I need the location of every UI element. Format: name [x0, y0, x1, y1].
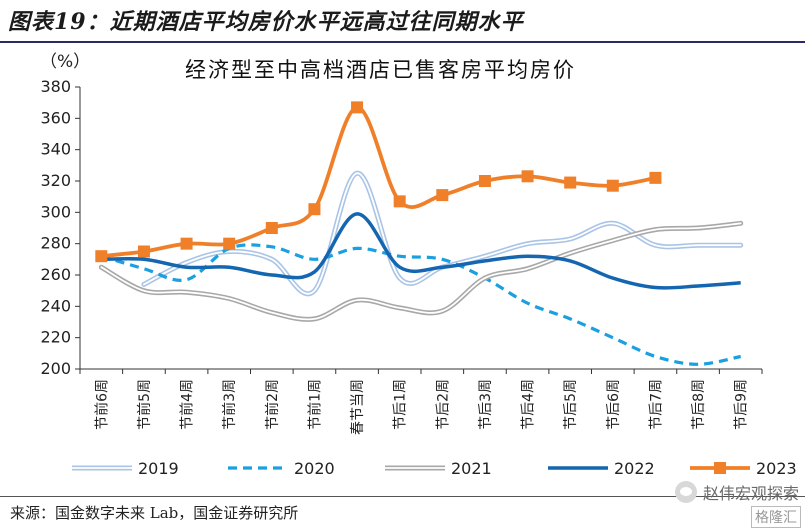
series-2023-marker: [351, 101, 364, 114]
y-tick-label: 320: [40, 171, 71, 190]
source-note: 来源：国金数字未来 Lab，国金证券研究所: [10, 504, 299, 522]
series-2022-line: [101, 212, 741, 290]
series-2023-marker: [649, 171, 662, 184]
x-tick-label: 节前6周: [93, 379, 110, 430]
watermark-secondary: 格隆汇: [751, 506, 801, 528]
footer-rule: [0, 496, 805, 497]
y-tick-label: 260: [40, 265, 71, 284]
series-2023-marker: [180, 237, 193, 250]
x-tick-label: 节前1周: [306, 379, 323, 430]
legend-2023-swatch-marker: [714, 462, 726, 474]
series-2023-marker: [308, 203, 321, 216]
x-tick-label: 节后7周: [648, 379, 664, 430]
series-2020-line: [100, 243, 742, 366]
x-tick-label: 节前3周: [221, 379, 238, 430]
y-tick-label: 300: [40, 202, 71, 221]
figure-title: 图表19：近期酒店平均房价水平远高过往同期水平: [8, 9, 524, 35]
series-2023-marker: [606, 179, 619, 192]
series-2023-marker: [393, 195, 406, 208]
legend-2023-label: 2023: [756, 459, 797, 478]
y-tick-label: 220: [40, 328, 71, 347]
title-rule: [0, 41, 805, 43]
x-tick-label: 节后3周: [478, 379, 494, 430]
watermark-text: 赵伟宏观探索: [702, 484, 799, 503]
series-2023-marker: [436, 189, 449, 202]
legend-2022-label: 2022: [614, 459, 655, 478]
series-2023-line: [101, 105, 656, 259]
x-tick-label: 节前5周: [136, 379, 153, 430]
y-tick-label: 340: [40, 140, 71, 159]
wechat-icon: [674, 481, 697, 503]
y-tick-label: 360: [40, 108, 71, 127]
series-2023-marker: [521, 170, 534, 183]
series-2023-marker: [564, 176, 577, 189]
series-2023-marker: [265, 222, 278, 234]
y-axis-unit: （%）: [40, 52, 90, 72]
series-2023-marker: [223, 237, 236, 250]
x-tick-label: 节后8周: [691, 379, 707, 430]
legend-2020-label: 2020: [294, 459, 335, 478]
x-tick-label: 节后4周: [521, 379, 537, 430]
x-tick-label: 节后6周: [606, 379, 622, 430]
series-2023-marker: [137, 245, 150, 258]
y-tick-label: 280: [40, 234, 71, 253]
watermark: 赵伟宏观探索: [674, 480, 799, 504]
x-tick-label: 节后5周: [563, 379, 579, 430]
legend-2019-label: 2019: [138, 459, 179, 478]
series-2023-marker: [95, 250, 108, 263]
x-tick-label: 节前2周: [264, 379, 281, 430]
y-tick-label: 200: [40, 359, 71, 378]
y-tick-label: 380: [40, 77, 71, 96]
x-tick-label: 节后9周: [734, 379, 750, 430]
series-2023-marker: [478, 175, 491, 187]
x-tick-label: 节前4周: [179, 379, 196, 430]
series-2021-line-inner: [100, 222, 742, 321]
chart-title: 经济型至中高档酒店已售客房平均房价: [185, 58, 576, 82]
legend-2021-label: 2021: [451, 459, 492, 478]
x-tick-label: 节后1周: [393, 379, 409, 430]
y-tick-label: 240: [40, 296, 71, 315]
x-tick-label: 春节当周: [350, 379, 366, 435]
x-tick-label: 节后2周: [435, 379, 451, 430]
